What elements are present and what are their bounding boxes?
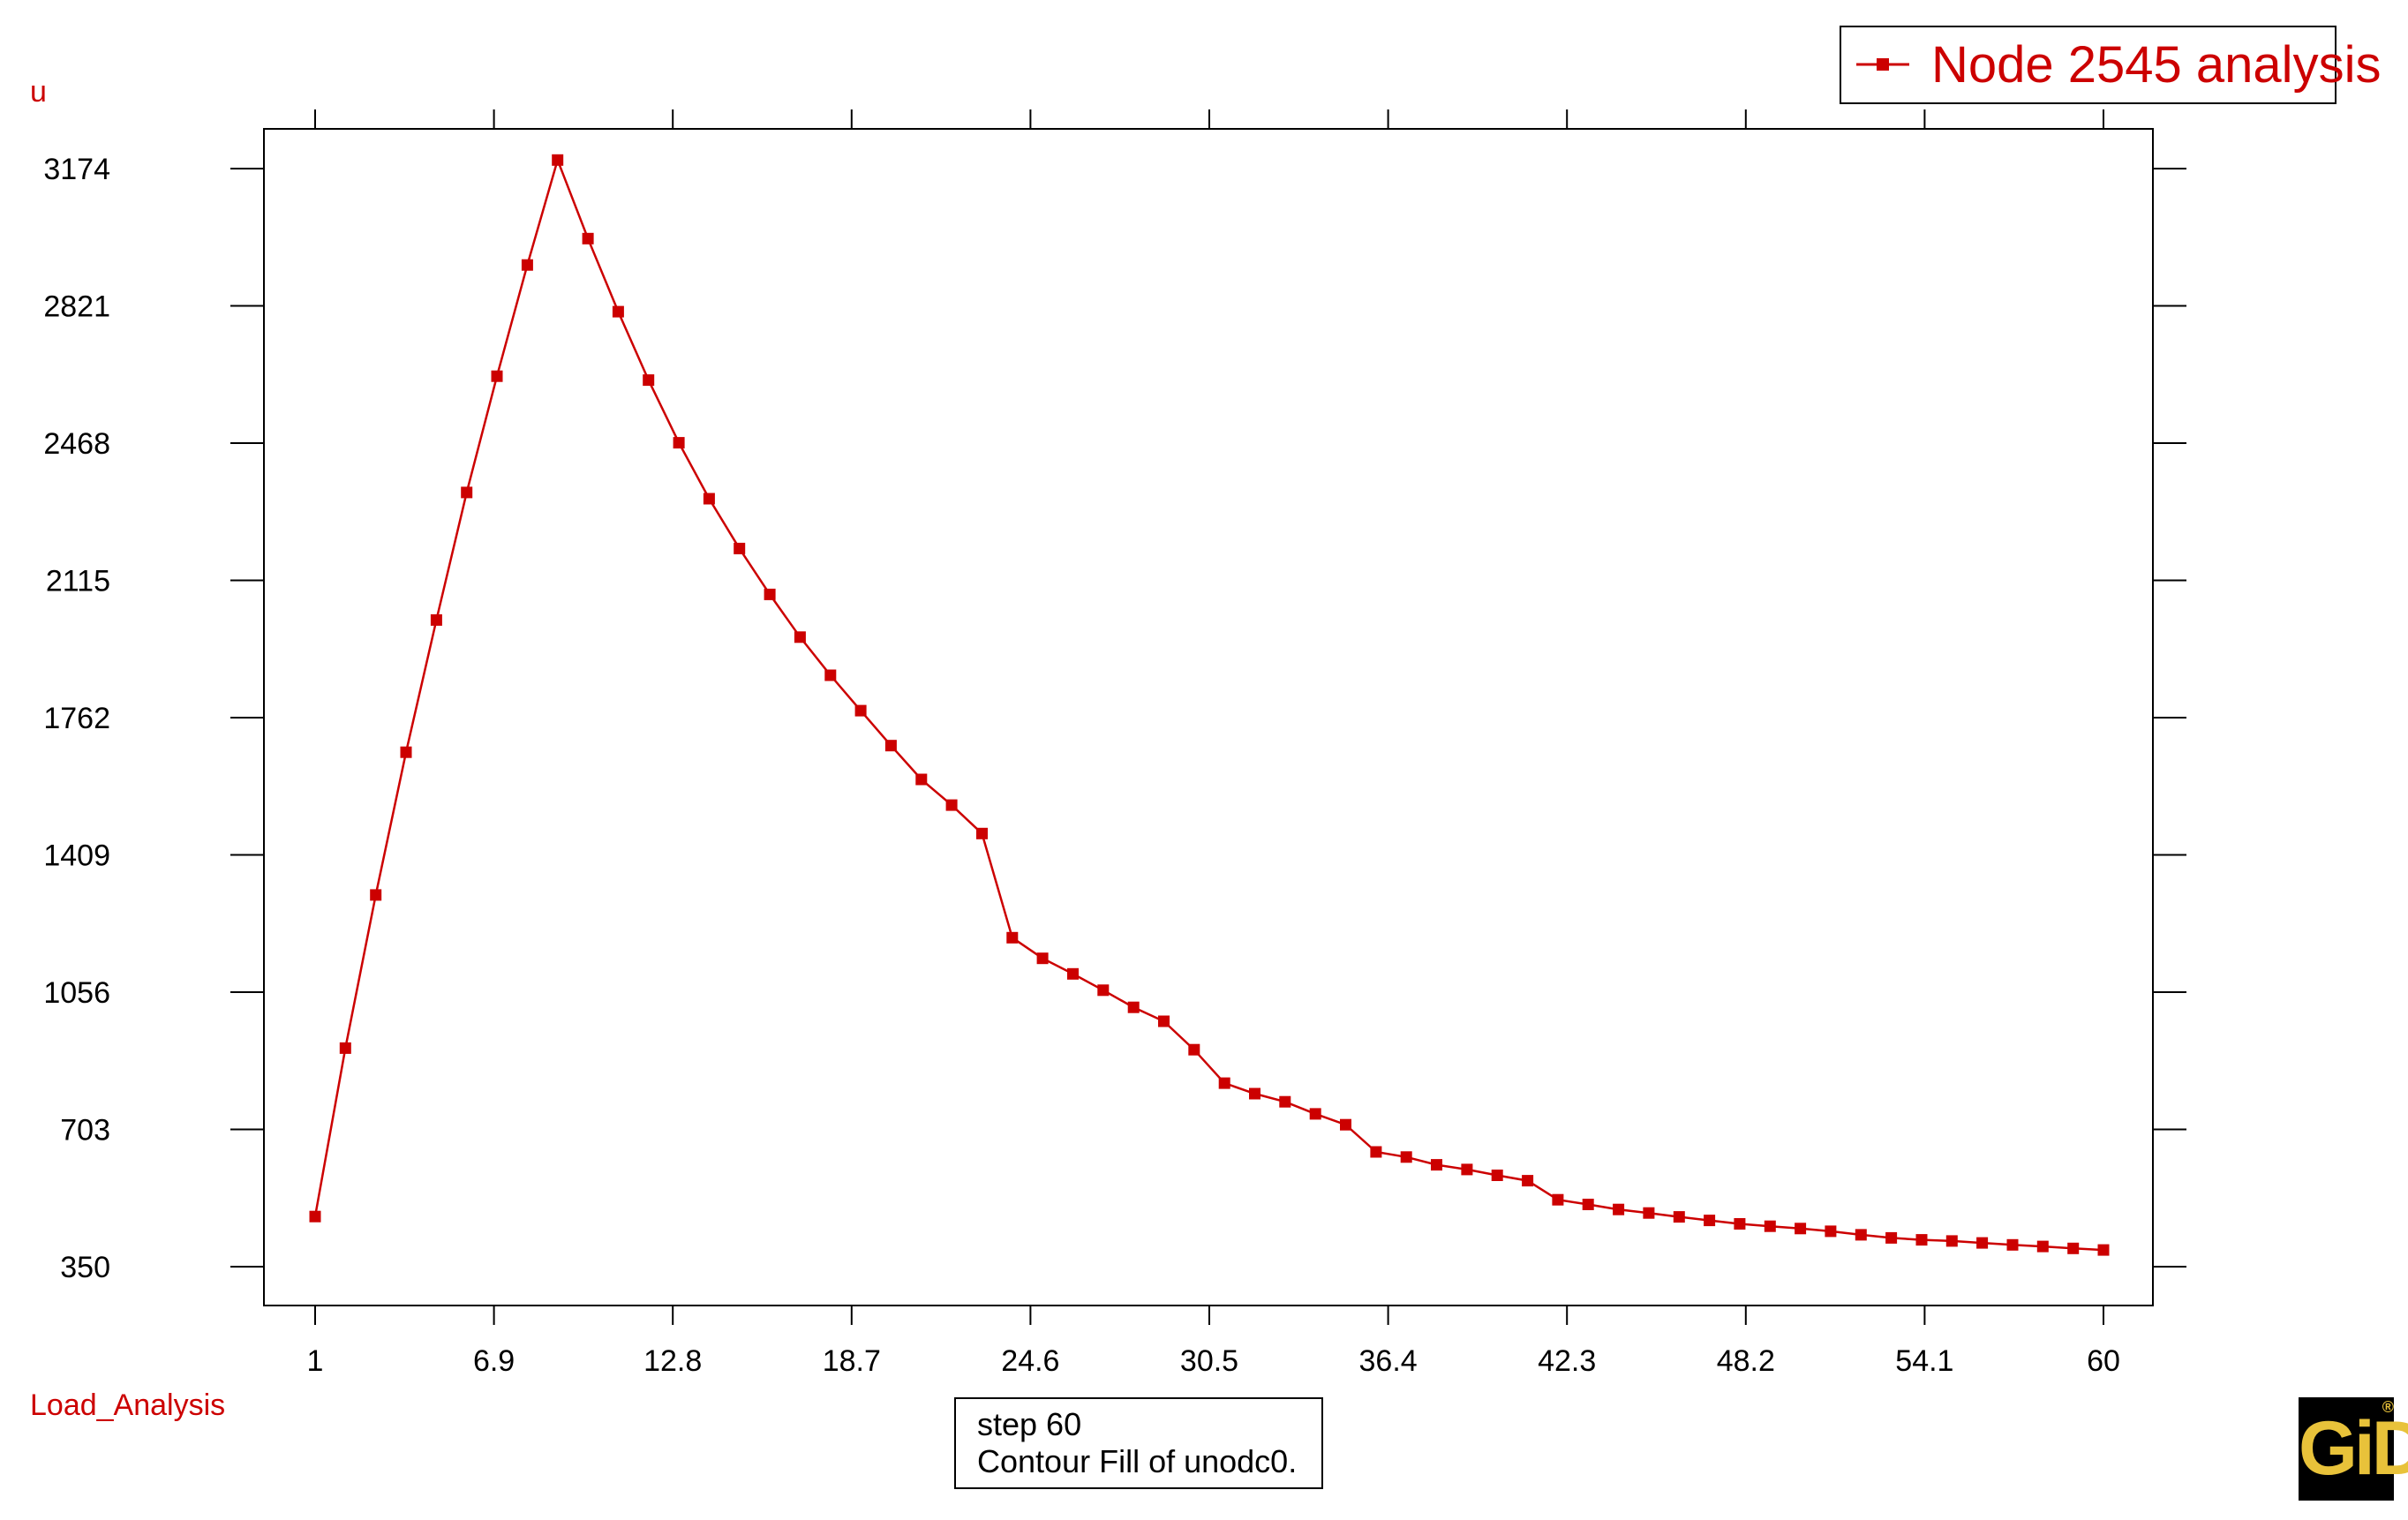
data-point — [2097, 1244, 2110, 1256]
data-point — [370, 889, 382, 901]
data-point — [945, 799, 958, 811]
data-point — [1552, 1193, 1564, 1206]
x-tick-label-4: 24.6 — [1001, 1344, 1059, 1378]
data-point — [1249, 1087, 1260, 1100]
y-tick-label-7: 2821 — [43, 290, 110, 324]
data-point — [1218, 1077, 1230, 1089]
y-tick-label-3: 1409 — [43, 839, 110, 873]
x-tick-label-7: 42.3 — [1538, 1344, 1596, 1378]
data-point — [400, 746, 412, 758]
data-point — [854, 704, 867, 717]
y-tick-labels: 350 703 1056 1409 1762 2115 2468 2821 3174 — [43, 153, 110, 1284]
data-point — [2036, 1240, 2049, 1253]
data-point — [976, 827, 988, 839]
x-tick-label-6: 36.4 — [1359, 1344, 1418, 1378]
legend-box — [1840, 26, 2337, 104]
registered-mark: ® — [2382, 1398, 2394, 1416]
data-point — [734, 542, 746, 554]
data-point — [2006, 1238, 2019, 1251]
data-point — [1915, 1234, 1928, 1246]
data-point — [673, 437, 685, 449]
data-point — [2067, 1242, 2080, 1254]
legend-marker — [1877, 58, 1889, 71]
y-tick-label-5: 2115 — [46, 565, 110, 598]
data-point — [612, 305, 624, 318]
data-point — [309, 1210, 321, 1223]
data-point — [1704, 1215, 1716, 1227]
x-tick-label-2: 12.8 — [643, 1344, 702, 1378]
legend[interactable]: Node 2545 analysis — [1840, 26, 2381, 104]
y-tick-label-1: 703 — [60, 1114, 110, 1148]
x-tick-label-9: 54.1 — [1895, 1344, 1953, 1378]
y-tick-label-4: 1762 — [43, 702, 110, 735]
data-point — [884, 740, 897, 752]
step-label: step 60 — [977, 1406, 1082, 1442]
data-point — [1097, 984, 1110, 997]
data-point — [794, 631, 806, 643]
legend-label: Node 2545 analysis — [1931, 36, 2381, 94]
data-point — [1734, 1218, 1746, 1230]
y-tick-label-0: 350 — [60, 1251, 110, 1284]
data-point — [764, 588, 776, 600]
data-point — [1279, 1095, 1291, 1108]
data-point — [430, 613, 442, 626]
x-tick-label-5: 30.5 — [1180, 1344, 1238, 1378]
data-point — [1673, 1211, 1685, 1223]
axis-ticks — [230, 109, 2186, 1325]
data-point — [703, 493, 715, 505]
data-point — [643, 374, 655, 387]
data-point — [1370, 1146, 1382, 1158]
x-tick-label-1: 6.9 — [473, 1344, 515, 1378]
x-tick-label-0: 1 — [307, 1344, 324, 1378]
data-point — [1855, 1229, 1867, 1241]
data-point — [461, 486, 473, 499]
data-point — [824, 669, 837, 681]
data-point — [1945, 1235, 1958, 1247]
x-tick-label-3: 18.7 — [823, 1344, 881, 1378]
data-point — [1036, 952, 1049, 965]
data-point — [1400, 1151, 1412, 1163]
x-axis-title: Load_Analysis — [30, 1388, 225, 1422]
data-point — [1461, 1163, 1473, 1176]
data-point — [339, 1042, 351, 1054]
data-point — [1158, 1015, 1170, 1027]
y-tick-label-6: 2468 — [43, 427, 110, 461]
series-group — [309, 154, 2110, 1256]
data-point — [1885, 1231, 1898, 1244]
data-point — [491, 370, 503, 382]
data-point — [1522, 1175, 1534, 1187]
x-tick-label-10: 60 — [2087, 1344, 2120, 1378]
data-point — [1825, 1225, 1837, 1238]
data-point — [1491, 1170, 1503, 1181]
data-point — [1613, 1203, 1625, 1215]
data-point — [1309, 1108, 1321, 1120]
x-tick-label-8: 48.2 — [1717, 1344, 1775, 1378]
contour-label: Contour Fill of unodc0. — [977, 1443, 1298, 1479]
status-info-box: step 60 Contour Fill of unodc0. — [954, 1397, 1323, 1489]
y-axis-title: u — [30, 75, 47, 109]
data-point — [915, 773, 928, 786]
data-point — [1582, 1199, 1594, 1210]
data-point — [1006, 931, 1019, 944]
data-point — [521, 259, 533, 271]
data-point — [1764, 1220, 1776, 1232]
plot-frame — [263, 128, 2154, 1306]
data-point — [552, 154, 564, 166]
gid-logo: GiD ® — [2299, 1397, 2408, 1501]
data-point — [1188, 1043, 1200, 1056]
data-point — [582, 232, 594, 245]
logo-text: GiD — [2299, 1406, 2408, 1491]
data-point — [1067, 967, 1079, 980]
data-point — [1795, 1223, 1807, 1235]
series-line-0 — [313, 156, 2104, 1252]
data-point — [1643, 1207, 1655, 1219]
data-point — [1127, 1001, 1140, 1013]
data-point — [1431, 1159, 1442, 1171]
data-point — [1976, 1237, 1989, 1249]
y-tick-label-8: 3174 — [43, 153, 110, 186]
y-tick-label-2: 1056 — [43, 976, 110, 1010]
x-tick-labels: 1 6.9 12.8 18.7 24.6 30.5 36.4 42.3 48.2 54.1 60 — [307, 1344, 2120, 1378]
data-point — [1340, 1118, 1351, 1131]
